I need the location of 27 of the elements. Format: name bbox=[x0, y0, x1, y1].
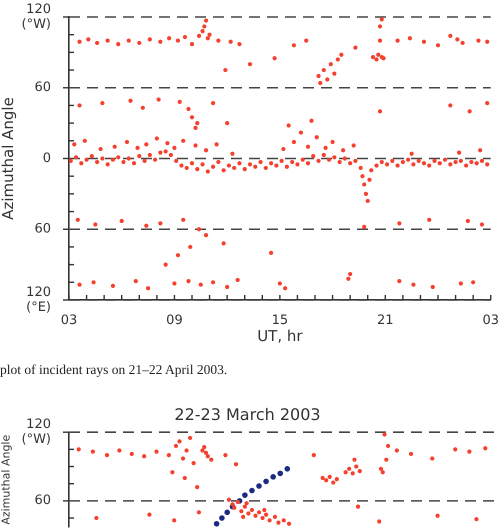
x-tick-label: 03 bbox=[60, 313, 78, 328]
x-tick-label: 03 bbox=[482, 313, 499, 328]
y-tick-label: 120 (°W) bbox=[22, 2, 51, 32]
y-axis-title: Azimuthal Angle bbox=[0, 97, 17, 220]
point bbox=[284, 466, 290, 472]
point bbox=[242, 492, 248, 498]
y-tick-label: 120 (°E) bbox=[26, 284, 51, 315]
y-axis-title: Azimuthal Angle bbox=[0, 434, 12, 525]
point bbox=[270, 474, 276, 480]
point bbox=[277, 470, 284, 476]
y-tick-label: 0 bbox=[42, 150, 51, 166]
point bbox=[219, 515, 225, 521]
chart-title: 22-23 March 2003 bbox=[174, 404, 321, 424]
x-tick-label: 21 bbox=[377, 313, 394, 328]
point bbox=[263, 478, 269, 484]
x-tick-label: 15 bbox=[272, 313, 288, 328]
point bbox=[256, 483, 262, 489]
y-tick-label: 60 bbox=[34, 80, 51, 96]
point bbox=[214, 520, 220, 527]
x-tick-label: 09 bbox=[166, 313, 183, 328]
y-tick-label: 120 (°W) bbox=[22, 417, 51, 448]
x-axis-title: UT, hr bbox=[257, 326, 304, 345]
point bbox=[249, 488, 255, 494]
y-tick-label: 60 bbox=[34, 493, 51, 508]
text: plot of incident rays on 21–22 April 2003. bbox=[0, 362, 228, 378]
y-tick-label: 60 bbox=[34, 222, 51, 237]
point bbox=[224, 510, 230, 516]
